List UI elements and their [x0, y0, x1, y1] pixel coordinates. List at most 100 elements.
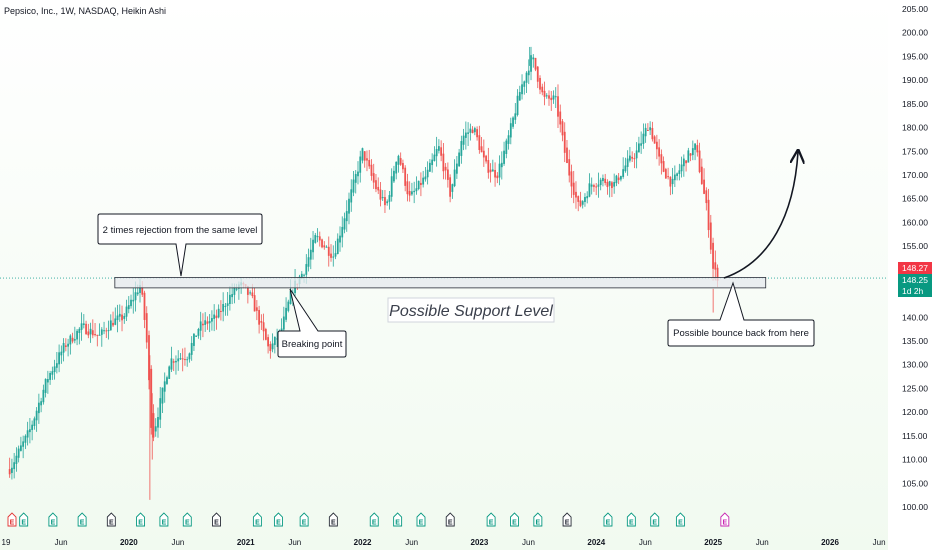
price-axis[interactable]: 205.00 200.00 195.00 190.00 185.00 180.00 175.… [902, 4, 928, 512]
support-label-box [387, 297, 555, 323]
candle-body [206, 321, 209, 324]
earnings-marker[interactable]: E [299, 512, 309, 527]
earnings-marker[interactable]: E [212, 512, 221, 527]
earnings-marker[interactable]: E [562, 512, 572, 527]
bounce-callout[interactable]: Possible bounce back from here [667, 281, 815, 347]
candle-body [123, 315, 126, 319]
earnings-marker[interactable]: E [136, 512, 145, 527]
earnings-marker[interactable]: E [48, 512, 58, 527]
earnings-marker-label: E [214, 520, 219, 527]
candle-body [235, 288, 238, 290]
earnings-marker[interactable]: E [675, 512, 685, 527]
breaking-callout[interactable]: Breaking point [277, 288, 347, 358]
candles-group [8, 46, 719, 500]
candle-body [402, 163, 404, 170]
earnings-marker-label: E [80, 520, 85, 527]
candle-body [121, 314, 123, 321]
candle-body [532, 57, 535, 60]
candle-body [617, 177, 620, 181]
earnings-marker[interactable]: E [533, 512, 543, 527]
earnings-marker[interactable]: E [510, 512, 519, 527]
candle-body [11, 467, 13, 473]
support-zone-rect[interactable] [114, 277, 767, 289]
candle-body [642, 133, 645, 144]
earnings-marker-shape [510, 512, 519, 527]
earnings-marker-shape [212, 512, 221, 527]
price-tag-text: 148.27 [902, 263, 928, 273]
candle-body [637, 143, 640, 153]
earnings-marker[interactable]: E [445, 512, 455, 527]
price-tick-label: 190.00 [902, 75, 928, 85]
candle-body [698, 150, 701, 173]
rejection-callout[interactable]: 2 times rejection from the same level [97, 213, 263, 277]
candle-body [597, 184, 600, 187]
earnings-marker-label: E [722, 520, 727, 527]
candle-body [348, 198, 350, 214]
candle-body [635, 150, 638, 159]
candle-body [514, 113, 517, 120]
candle-body [307, 257, 310, 267]
earnings-marker[interactable]: E [416, 512, 426, 527]
earnings-marker[interactable]: E [486, 512, 496, 527]
candle-body [35, 410, 38, 421]
breaking-callout-box [277, 288, 347, 358]
candle-body [8, 469, 11, 475]
candle-body [334, 253, 337, 257]
candle-body [404, 167, 407, 186]
price-tick-label: 165.00 [902, 194, 928, 204]
earnings-marker[interactable]: E [650, 512, 660, 527]
earnings-marker-label: E [652, 520, 657, 527]
support-zone[interactable] [114, 277, 767, 289]
candle-body [168, 366, 171, 379]
earnings-marker[interactable]: E [19, 512, 29, 527]
earnings-marker[interactable]: E [369, 512, 379, 527]
earnings-marker[interactable]: E [7, 512, 17, 527]
earnings-marker-shape [48, 512, 58, 527]
candle-body [440, 147, 443, 156]
candle-body [411, 191, 413, 195]
time-tick-label: Jun [171, 538, 184, 547]
earnings-marker[interactable]: E [603, 512, 613, 527]
candle-body [15, 455, 18, 464]
candle-body [262, 322, 265, 332]
earnings-marker-label: E [448, 520, 453, 527]
earnings-marker[interactable]: E [720, 512, 730, 527]
earnings-marker[interactable]: E [159, 512, 169, 527]
earnings-marker[interactable]: E [106, 512, 116, 527]
candle-body [271, 343, 274, 350]
candle-body [107, 330, 110, 332]
earnings-marker[interactable]: E [252, 512, 262, 527]
earnings-marker[interactable]: E [393, 512, 403, 527]
candle-body [26, 430, 29, 438]
earnings-marker[interactable]: E [626, 512, 636, 527]
earnings-marker[interactable]: E [182, 512, 192, 527]
candle-body [476, 129, 478, 138]
candle-body [73, 339, 76, 341]
candle-body [354, 174, 357, 183]
candle-body [561, 121, 564, 136]
time-axis[interactable]: 19 Jun 2020 Jun 2021 Jun 2022 Jun 2023 Jun 2024 Jun… [2, 538, 886, 547]
earnings-marker-shape [603, 512, 613, 527]
candle-body [595, 186, 598, 188]
earnings-marker-label: E [395, 520, 400, 527]
candle-body [366, 158, 368, 161]
candle-body [386, 201, 389, 204]
earnings-marker[interactable]: E [77, 512, 87, 527]
support-label[interactable]: Possible Support Level [387, 297, 555, 323]
candle-body [345, 211, 348, 222]
candle-body [694, 143, 696, 150]
earnings-marker[interactable]: E [273, 512, 283, 527]
candle-body [305, 264, 308, 275]
candle-body [51, 371, 54, 375]
candle-body [233, 286, 236, 295]
candle-body [503, 150, 505, 164]
earnings-marker[interactable]: E [328, 512, 338, 527]
time-tick-label: Jun [288, 538, 301, 547]
candle-body [184, 359, 186, 361]
candle-body [664, 169, 667, 179]
candle-body [516, 95, 519, 115]
candle-body [653, 136, 656, 144]
candle-body [148, 335, 150, 381]
